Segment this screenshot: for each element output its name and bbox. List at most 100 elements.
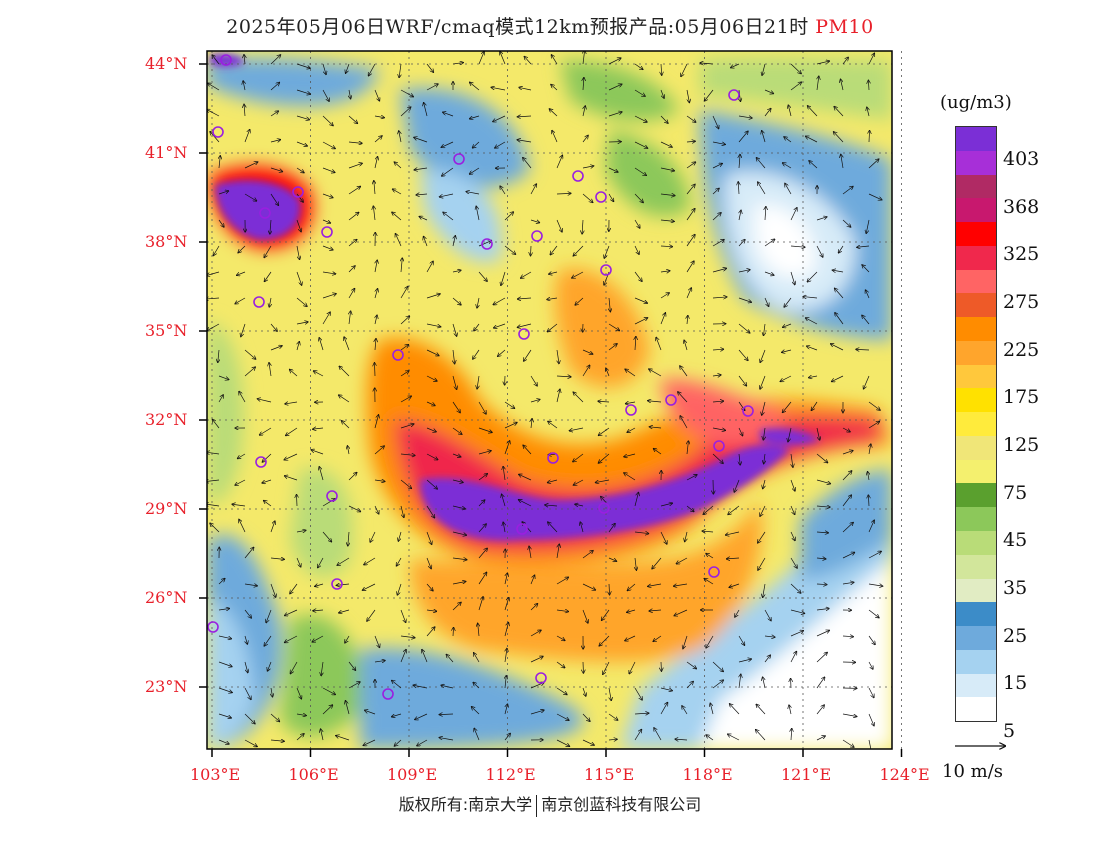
wind-arrow	[764, 271, 774, 275]
wind-arrow	[791, 729, 792, 741]
legend-swatch	[956, 554, 996, 579]
wind-arrow	[452, 480, 463, 482]
wind-arrow	[415, 713, 428, 720]
wind-arrow	[474, 323, 480, 331]
wind-arrow	[842, 451, 853, 455]
wind-arrow	[738, 375, 746, 386]
wind-arrow	[703, 505, 714, 514]
wind-arrow	[842, 219, 851, 227]
station-marker	[326, 490, 338, 502]
wind-arrow	[557, 544, 559, 559]
wind-arrow	[710, 703, 714, 715]
wind-arrow	[419, 217, 428, 221]
wind-arrow	[634, 219, 640, 228]
wind-arrow	[868, 80, 869, 91]
wind-arrow	[392, 713, 402, 717]
copyright-notice: 版权所有:南京大学 南京创蓝科技有限公司	[0, 791, 1100, 817]
wind-arrow	[602, 609, 610, 620]
station-marker	[742, 405, 754, 417]
wind-arrow	[784, 297, 792, 307]
wind-arrow	[270, 583, 276, 597]
wind-arrow	[790, 557, 797, 568]
wind-arrow	[505, 704, 508, 715]
wind-arrow	[790, 651, 796, 663]
wind-arrow	[583, 51, 585, 65]
wind-arrow	[400, 316, 409, 325]
wind-arrow	[244, 661, 248, 673]
wind-arrow	[362, 583, 376, 590]
wind-arrow	[868, 661, 873, 669]
wind-arrow	[439, 738, 454, 741]
concentration-field	[207, 51, 892, 749]
wind-arrow	[842, 713, 857, 717]
wind-arrow	[478, 623, 479, 637]
wind-arrow	[680, 416, 688, 429]
wind-arrow	[530, 575, 535, 585]
wind-arrow	[441, 141, 454, 147]
wind-arrow	[704, 579, 714, 585]
wind-arrow	[322, 193, 333, 198]
wind-arrow	[505, 676, 506, 689]
station-marker	[220, 54, 232, 66]
wind-arrow	[857, 246, 870, 247]
wind-arrow	[549, 109, 558, 117]
wind-arrow	[322, 141, 335, 149]
wind-arrow	[660, 167, 674, 171]
wind-arrow	[321, 729, 323, 741]
wind-arrow	[765, 207, 766, 221]
wind-arrow	[531, 419, 532, 429]
wind-arrow	[712, 188, 719, 195]
wind-arrow	[244, 130, 250, 143]
wind-arrow	[868, 687, 874, 698]
longitude-label: 118°E	[682, 765, 733, 784]
wind-arrow	[244, 609, 251, 618]
wind-arrow	[339, 609, 350, 613]
wind-arrow	[569, 427, 584, 431]
wind-arrow	[634, 115, 647, 122]
wind-arrow	[296, 89, 310, 94]
wind-arrow	[374, 363, 375, 377]
wind-arrow	[738, 182, 739, 195]
wind-arrow	[729, 583, 740, 587]
wind-arrow	[348, 505, 361, 512]
wind-arrow	[788, 427, 792, 442]
wind-arrow	[218, 578, 225, 585]
wind-arrow	[502, 494, 506, 507]
wind-arrow	[704, 89, 714, 101]
wind-arrow	[556, 610, 568, 612]
wind-arrow	[478, 271, 487, 281]
wind-arrow	[375, 260, 377, 273]
wind-arrow	[573, 479, 584, 485]
wind-arrow	[550, 245, 558, 255]
wind-arrow	[471, 707, 480, 715]
wind-arrow	[218, 191, 229, 195]
wind-arrow	[426, 627, 435, 637]
wind-arrow	[868, 159, 879, 169]
wind-arrow	[869, 131, 870, 143]
wind-arrow	[466, 192, 480, 195]
wind-arrow	[218, 349, 219, 362]
wind-arrow	[760, 505, 766, 516]
wind-arrow	[374, 181, 375, 195]
wind-arrow	[400, 424, 414, 429]
wind-arrow	[426, 375, 437, 381]
wind-arrow	[348, 163, 362, 169]
wind-arrow	[244, 193, 257, 201]
wind-arrow	[244, 55, 245, 65]
wind-arrow	[764, 239, 775, 247]
wind-arrow	[342, 421, 350, 429]
wind-arrow	[374, 446, 384, 455]
wind-arrow	[238, 453, 246, 459]
wind-arrow	[758, 557, 766, 570]
station-marker	[259, 207, 271, 219]
wind-arrow	[523, 445, 532, 455]
wind-arrow	[608, 739, 617, 740]
wind-arrow	[501, 271, 506, 285]
wind-arrow	[608, 344, 617, 351]
wind-arrow	[400, 345, 408, 351]
wind-arrow	[524, 349, 532, 361]
wind-arrow	[348, 115, 357, 123]
station-marker	[713, 440, 725, 452]
wind-arrow	[505, 573, 507, 585]
wind-arrow	[763, 427, 765, 440]
